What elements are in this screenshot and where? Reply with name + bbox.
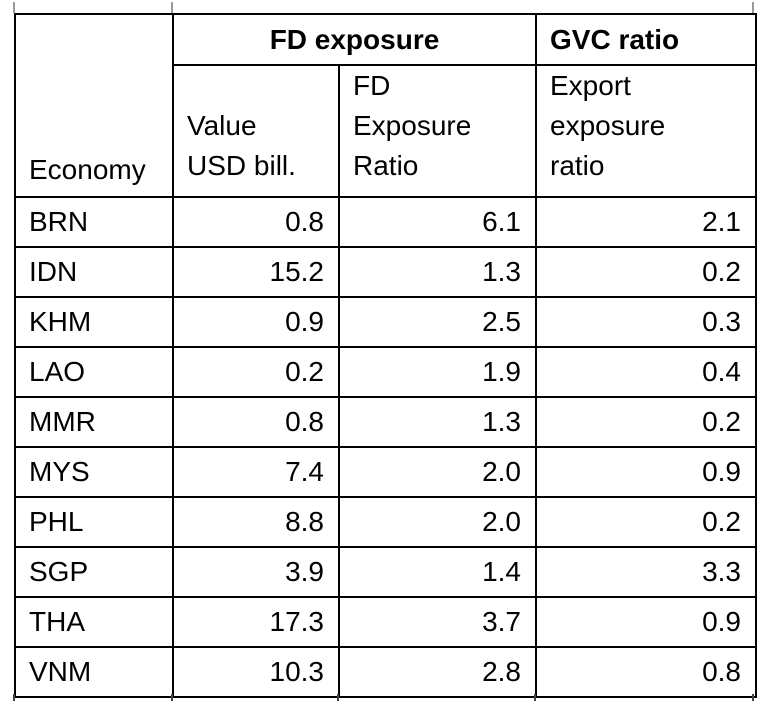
crop-artifact-tick bbox=[752, 694, 754, 701]
value-cell: 0.8 bbox=[172, 396, 340, 448]
gvc-ratio-group-header: GVC ratio bbox=[535, 13, 757, 66]
export-line: Export bbox=[550, 70, 631, 101]
economy-cell: MYS bbox=[14, 446, 174, 498]
table-row-mys: MYS 7.4 2.0 0.9 bbox=[14, 446, 757, 498]
export-ratio-cell: 0.2 bbox=[535, 396, 757, 448]
value-cell: 10.3 bbox=[172, 646, 340, 698]
export-ratio-cell: 2.1 bbox=[535, 196, 757, 248]
value-cell: 15.2 bbox=[172, 246, 340, 298]
fd-ratio-cell: 2.8 bbox=[338, 646, 537, 698]
economy-cell: BRN bbox=[14, 196, 174, 248]
economy-cell: KHM bbox=[14, 296, 174, 348]
crop-artifact-tick bbox=[534, 694, 536, 701]
economy-cell: THA bbox=[14, 596, 174, 648]
economy-cell: IDN bbox=[14, 246, 174, 298]
table-row-idn: IDN 15.2 1.3 0.2 bbox=[14, 246, 757, 298]
crop-artifact-tick bbox=[171, 2, 173, 13]
value-cell: 0.8 bbox=[172, 196, 340, 248]
economy-label: Economy bbox=[29, 154, 146, 185]
value-cell: 8.8 bbox=[172, 496, 340, 548]
economy-cell: PHL bbox=[14, 496, 174, 548]
exposure-line: Exposure bbox=[353, 110, 472, 141]
value-cell: 0.9 bbox=[172, 296, 340, 348]
crop-artifact-tick bbox=[13, 694, 15, 701]
table-row-sgp: SGP 3.9 1.4 3.3 bbox=[14, 546, 757, 598]
crop-artifact-tick bbox=[171, 694, 173, 701]
table-row-phl: PHL 8.8 2.0 0.2 bbox=[14, 496, 757, 548]
table-row-lao: LAO 0.2 1.9 0.4 bbox=[14, 346, 757, 398]
value-cell: 7.4 bbox=[172, 446, 340, 498]
economy-cell: MMR bbox=[14, 396, 174, 448]
ratio-line: ratio bbox=[550, 150, 605, 181]
export-ratio-cell: 0.2 bbox=[535, 246, 757, 298]
sub-header-row: Value USD bill. FD Exposure Ratio Export… bbox=[15, 64, 757, 198]
export-ratio-cell: 0.4 bbox=[535, 346, 757, 398]
value-usd-column-header: Value USD bill. bbox=[172, 64, 340, 198]
table-row-vnm: VNM 10.3 2.8 0.8 bbox=[14, 646, 757, 698]
fd-ratio-cell: 6.1 bbox=[338, 196, 537, 248]
value-cell: 17.3 bbox=[172, 596, 340, 648]
fd-ratio-cell: 2.0 bbox=[338, 496, 537, 548]
usd-bill-line: USD bill. bbox=[187, 150, 296, 181]
group-header-row: Economy FD exposure GVC ratio bbox=[14, 13, 757, 198]
crop-artifact-tick bbox=[337, 694, 339, 701]
economy-cell: SGP bbox=[14, 546, 174, 598]
fd-ratio-cell: 2.5 bbox=[338, 296, 537, 348]
fd-ratio-cell: 1.3 bbox=[338, 396, 537, 448]
value-cell: 3.9 bbox=[172, 546, 340, 598]
fd-ratio-cell: 1.9 bbox=[338, 346, 537, 398]
economy-column-header: Economy bbox=[14, 13, 174, 198]
fd-ratio-cell: 1.3 bbox=[338, 246, 537, 298]
fd-ratio-cell: 2.0 bbox=[338, 446, 537, 498]
exposure-table: Economy FD exposure GVC ratio Value USD … bbox=[14, 13, 757, 698]
economy-cell: LAO bbox=[14, 346, 174, 398]
table-row-khm: KHM 0.9 2.5 0.3 bbox=[14, 296, 757, 348]
export-ratio-cell: 0.3 bbox=[535, 296, 757, 348]
crop-artifact-tick bbox=[13, 2, 15, 13]
export-ratio-cell: 0.8 bbox=[535, 646, 757, 698]
fd-ratio-cell: 1.4 bbox=[338, 546, 537, 598]
export-exposure-ratio-column-header: Export exposure ratio bbox=[535, 64, 757, 198]
export-ratio-cell: 0.9 bbox=[535, 446, 757, 498]
value-cell: 0.2 bbox=[172, 346, 340, 398]
table-row-mmr: MMR 0.8 1.3 0.2 bbox=[14, 396, 757, 448]
value-line: Value bbox=[187, 110, 257, 141]
table-row-brn: BRN 0.8 6.1 2.1 bbox=[14, 196, 757, 248]
crop-artifact-tick bbox=[752, 2, 754, 13]
economy-cell: VNM bbox=[14, 646, 174, 698]
export-ratio-cell: 0.9 bbox=[535, 596, 757, 648]
export-ratio-cell: 0.2 bbox=[535, 496, 757, 548]
fd-exposure-group-header: FD exposure bbox=[172, 13, 537, 66]
export-ratio-cell: 3.3 bbox=[535, 546, 757, 598]
fd-ratio-cell: 3.7 bbox=[338, 596, 537, 648]
ratio-line: Ratio bbox=[353, 150, 419, 181]
exposure-line: exposure bbox=[550, 110, 666, 141]
fd-exposure-ratio-column-header: FD Exposure Ratio bbox=[338, 64, 537, 198]
table-row-tha: THA 17.3 3.7 0.9 bbox=[14, 596, 757, 648]
fd-line: FD bbox=[353, 70, 391, 101]
